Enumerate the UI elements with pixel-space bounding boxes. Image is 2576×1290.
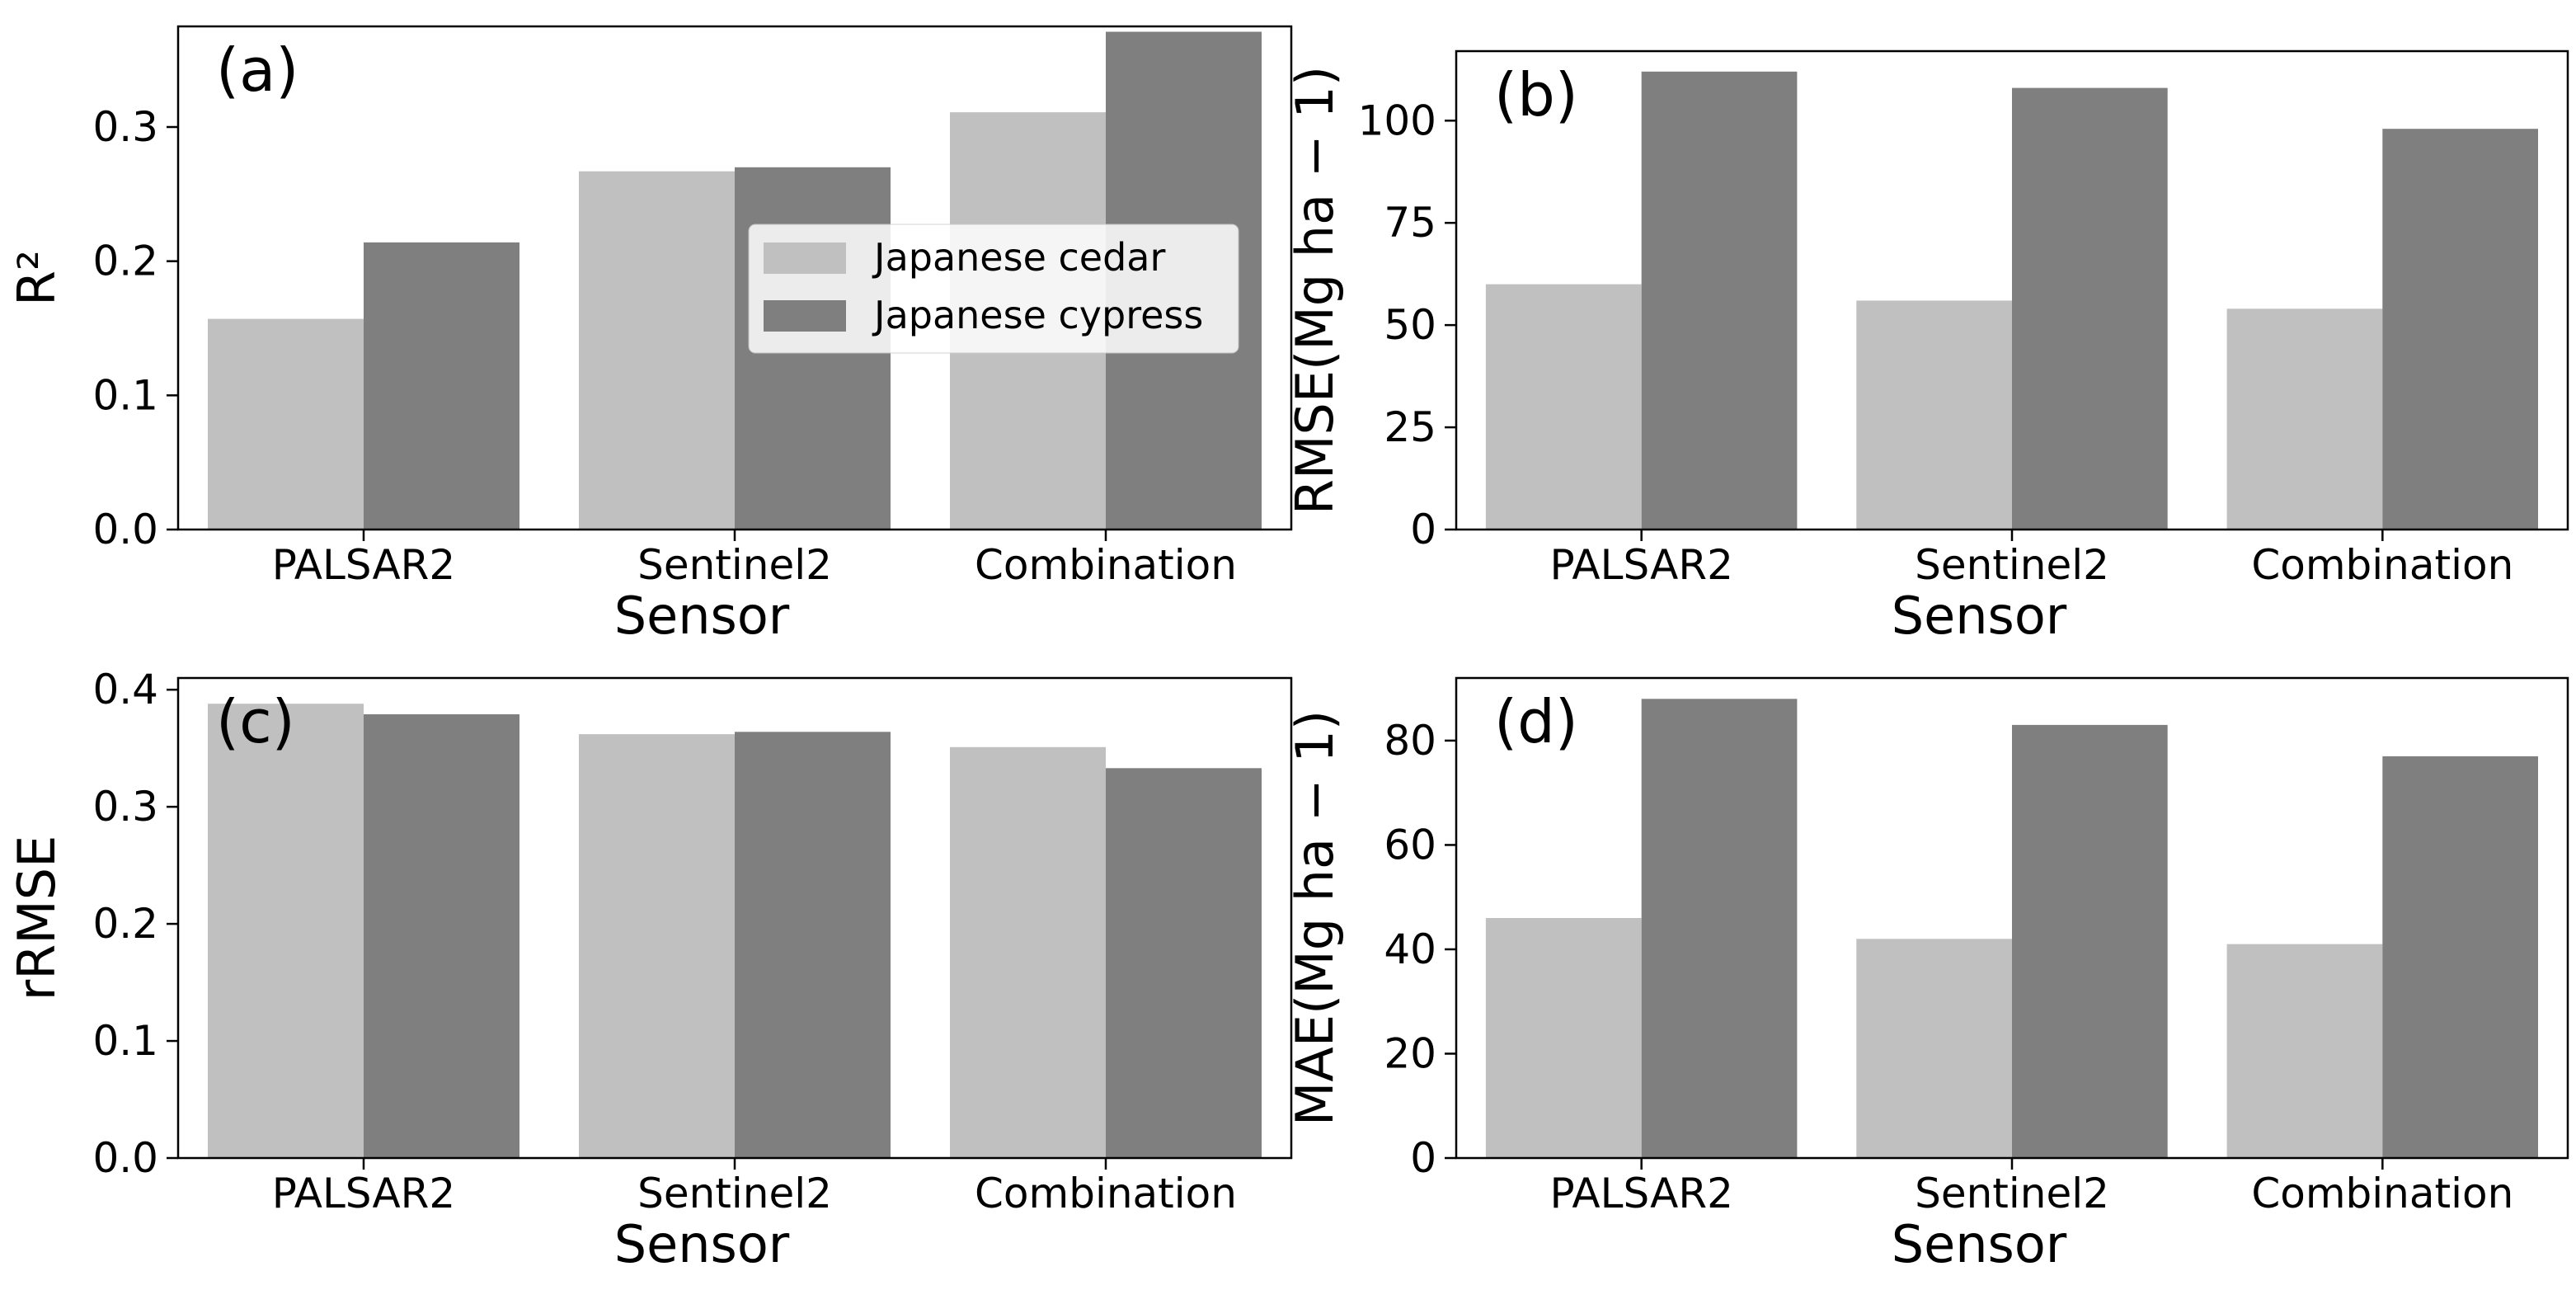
y-tick-label: 80 [1384, 717, 1436, 765]
legend-label-cedar: Japanese cedar [872, 235, 1165, 280]
y-tick-label: 0.2 [92, 900, 158, 948]
x-tick-label: Sentinel2 [637, 541, 832, 589]
bar-cypress-sentinel2 [735, 732, 891, 1158]
y-tick-label: 0.3 [92, 783, 158, 831]
bar-cypress-combination [1106, 768, 1262, 1158]
y-tick-label: 0 [1410, 506, 1436, 553]
bar-cedar-palsar2 [1485, 284, 1642, 530]
x-tick-label: Combination [2251, 541, 2513, 589]
y-tick-label: 0.2 [92, 238, 158, 285]
y-axis-label: RMSE(Mg ha − 1) [1285, 66, 1345, 515]
y-tick-label: 60 [1384, 821, 1436, 869]
bar-cedar-sentinel2 [579, 171, 735, 530]
bar-cedar-combination [2226, 308, 2383, 530]
y-tick-label: 0 [1410, 1134, 1436, 1182]
y-axis-label: rRMSE [7, 836, 67, 1001]
legend-swatch-cedar [764, 242, 846, 274]
y-tick-label: 25 [1384, 403, 1436, 451]
panel-tag: (a) [216, 35, 298, 105]
bar-cypress-sentinel2 [2012, 87, 2168, 530]
bar-cedar-sentinel2 [1856, 300, 2012, 530]
panel-tag: (d) [1494, 687, 1578, 756]
legend: Japanese cedar Japanese cypress [748, 224, 1239, 354]
y-tick-label: 0.0 [92, 506, 158, 553]
x-tick-label: PALSAR2 [272, 1170, 455, 1217]
y-tick-label: 0.1 [92, 371, 158, 419]
y-tick-label: 0.1 [92, 1017, 158, 1065]
panel-tag: (b) [1494, 60, 1578, 129]
panel-c: 0.0 0.1 0.2 0.3 0.4 PALSAR2 Sentinel2 Combinati… [7, 666, 1293, 1274]
x-axis-label: Sensor [1892, 1214, 2067, 1274]
bar-cedar-sentinel2 [579, 734, 735, 1158]
x-tick-label: Combination [975, 1170, 1237, 1217]
legend-box [748, 224, 1239, 354]
bar-cedar-palsar2 [208, 318, 364, 530]
y-tick-label: 0.3 [92, 103, 158, 151]
y-tick-label: 40 [1384, 925, 1436, 973]
x-axis-label: Sensor [1892, 586, 2067, 646]
x-tick-label: Combination [2251, 1170, 2513, 1217]
bar-cedar-combination [950, 746, 1106, 1158]
bar-cedar-palsar2 [1485, 918, 1642, 1158]
y-tick-label: 0.0 [92, 1134, 158, 1182]
y-axis-label: MAE(Mg ha − 1) [1285, 710, 1345, 1126]
legend-swatch-cypress [764, 300, 846, 332]
x-axis-label: Sensor [614, 586, 790, 646]
bar-cedar-sentinel2 [1856, 939, 2012, 1158]
panel-b: 0 25 50 75 100 PALSAR2 Sentinel2 Combination Sen… [1285, 49, 2569, 646]
x-tick-label: Sentinel2 [1915, 541, 2109, 589]
bar-cedar-palsar2 [208, 704, 364, 1158]
panel-tag: (c) [216, 687, 295, 756]
bar-cypress-combination [2382, 129, 2538, 530]
bar-cypress-palsar2 [1641, 699, 1798, 1158]
x-tick-label: Combination [975, 541, 1237, 589]
y-tick-label: 50 [1384, 301, 1436, 349]
y-tick-label: 75 [1384, 199, 1436, 247]
y-tick-label: 100 [1358, 97, 1436, 144]
bar-cypress-combination [2382, 756, 2538, 1158]
panel-d: 0 20 40 60 80 PALSAR2 Sentinel2 Combination Sens… [1285, 676, 2569, 1274]
y-tick-label: 0.4 [92, 666, 158, 713]
y-tick-label: 20 [1384, 1029, 1436, 1077]
bar-cypress-sentinel2 [2012, 724, 2168, 1158]
x-axis-label: Sensor [614, 1214, 790, 1274]
bar-cedar-combination [2226, 944, 2383, 1158]
x-tick-label: Sentinel2 [1915, 1170, 2109, 1217]
bar-cypress-palsar2 [364, 242, 519, 530]
x-tick-label: PALSAR2 [1549, 541, 1732, 589]
x-tick-label: Sentinel2 [637, 1170, 832, 1217]
bar-cypress-palsar2 [1641, 71, 1798, 530]
legend-label-cypress: Japanese cypress [872, 293, 1203, 337]
x-tick-label: PALSAR2 [272, 541, 455, 589]
bar-cypress-palsar2 [364, 714, 519, 1158]
y-axis-label: R² [7, 250, 67, 306]
x-tick-label: PALSAR2 [1549, 1170, 1732, 1217]
